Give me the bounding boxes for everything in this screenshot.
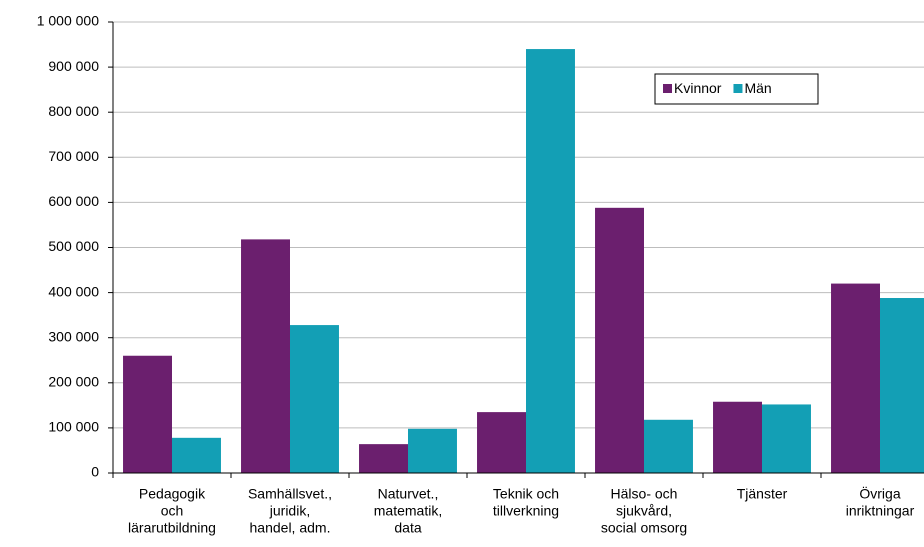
bar — [644, 419, 693, 473]
y-tick-label: 500 000 — [48, 238, 99, 254]
y-tick-label: 900 000 — [48, 58, 99, 74]
legend: Kvinnor Män — [654, 73, 819, 105]
bar — [477, 412, 526, 473]
bar — [290, 325, 339, 473]
y-tick-label: 1 000 000 — [37, 13, 99, 29]
x-tick-label: matematik, — [374, 503, 442, 519]
x-tick-label: handel, adm. — [250, 520, 331, 536]
bar — [172, 437, 221, 473]
legend-label: Män — [744, 80, 771, 96]
bar — [408, 428, 457, 473]
x-tick-label: data — [394, 520, 421, 536]
x-tick-label: Tjänster — [737, 486, 788, 502]
x-tick-label: Övriga — [859, 485, 900, 502]
y-tick-label: 200 000 — [48, 374, 99, 390]
legend-swatch — [663, 84, 672, 93]
bar — [762, 404, 811, 473]
legend-label: Kvinnor — [674, 80, 722, 96]
bar — [713, 401, 762, 473]
x-tick-label: och — [161, 503, 184, 519]
y-tick-label: 600 000 — [48, 193, 99, 209]
x-tick-label: tillverkning — [493, 503, 559, 519]
y-tick-label: 300 000 — [48, 328, 99, 344]
x-tick-label: Pedagogik — [139, 486, 206, 502]
bar — [526, 49, 575, 474]
x-tick-label: sjukvård, — [616, 503, 672, 519]
x-tick-label: inriktningar — [846, 503, 915, 519]
x-tick-label: Teknik och — [493, 486, 559, 502]
y-tick-label: 800 000 — [48, 103, 99, 119]
x-tick-label: Samhällsvet., — [248, 486, 332, 502]
y-tick-label: 700 000 — [48, 148, 99, 164]
bar — [123, 355, 172, 473]
bar — [241, 239, 290, 473]
y-tick-label: 0 — [91, 464, 99, 480]
x-tick-label: Hälso- och — [611, 486, 678, 502]
bar — [595, 207, 644, 473]
bar — [359, 444, 408, 473]
x-tick-label: juridik, — [269, 503, 310, 519]
bar — [880, 298, 924, 473]
x-tick-label: lärarutbildning — [128, 520, 216, 536]
bar — [831, 283, 880, 473]
x-tick-label: social omsorg — [601, 520, 687, 536]
x-tick-label: Naturvet., — [378, 486, 439, 502]
legend-swatch — [733, 84, 743, 93]
y-tick-label: 400 000 — [48, 283, 99, 299]
y-tick-label: 100 000 — [48, 419, 99, 435]
